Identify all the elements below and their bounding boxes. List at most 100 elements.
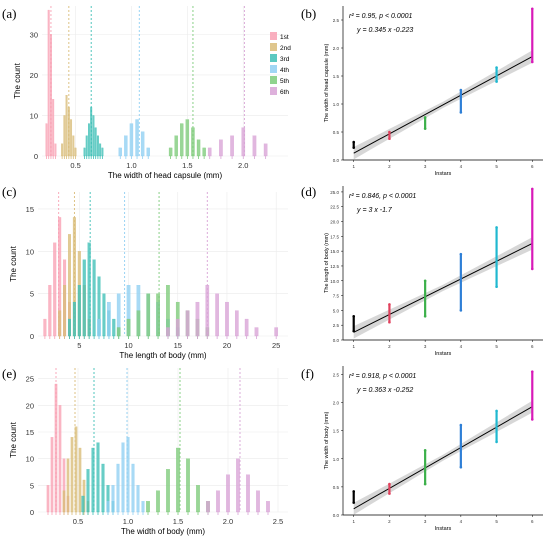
regression-line bbox=[353, 56, 533, 154]
histogram-bar bbox=[175, 318, 180, 337]
y-tick-label: 2.0 bbox=[333, 401, 340, 406]
x-tick-label: 3 bbox=[424, 344, 427, 349]
x-tick-label: 6 bbox=[531, 519, 534, 524]
y-tick-label: 15 bbox=[26, 428, 34, 437]
x-tick-label: 4 bbox=[460, 344, 463, 349]
histogram-bar bbox=[99, 143, 102, 157]
instar-point-min bbox=[423, 315, 427, 318]
histogram-bar bbox=[263, 143, 268, 157]
regression-line bbox=[353, 243, 533, 333]
y-tick-label: 5 bbox=[30, 481, 34, 490]
instar-point-min bbox=[495, 440, 498, 444]
histogram-bar bbox=[196, 139, 201, 157]
y-tick-label: 0.0 bbox=[333, 513, 340, 518]
instar-point-min bbox=[352, 501, 356, 504]
instar-point-min bbox=[530, 267, 534, 271]
histogram-bar bbox=[74, 147, 77, 157]
x-tick-label: 0.5 bbox=[70, 161, 80, 170]
y-axis-label: The width of head capsule (mm) bbox=[324, 44, 330, 123]
x-tick-label: 2.5 bbox=[273, 517, 283, 526]
instar-point-max bbox=[495, 66, 498, 69]
legend-label: 5th bbox=[280, 78, 289, 85]
histogram-bar bbox=[63, 285, 67, 337]
y-tick-label: 22.5 bbox=[330, 205, 339, 210]
histogram-bar bbox=[129, 123, 134, 157]
histogram-bar bbox=[136, 485, 140, 513]
histogram-bar bbox=[166, 327, 170, 337]
histogram-bar bbox=[146, 147, 150, 157]
x-tick-label: 2.0 bbox=[238, 161, 248, 170]
instar-point-min bbox=[388, 137, 391, 141]
histogram-head-capsule-width: 0 10 20 30 0.5 1.0 1.5 2.0 The width of head cap… bbox=[13, 6, 291, 180]
legend-label: 3rd bbox=[280, 56, 290, 63]
instar-point-min bbox=[352, 329, 356, 333]
y-tick-label: 5 bbox=[30, 290, 34, 299]
histogram-bar bbox=[96, 442, 100, 513]
histogram-bar bbox=[85, 135, 88, 157]
histogram-bar bbox=[230, 135, 234, 157]
instar-point-min bbox=[423, 482, 427, 486]
x-tick-label: 2.0 bbox=[223, 517, 233, 526]
plot-area bbox=[42, 6, 288, 156]
histogram-bar bbox=[219, 139, 223, 157]
instar-point-min bbox=[423, 127, 427, 130]
r-squared-annotation: r² = 0.918, p < 0.0001 bbox=[349, 373, 416, 380]
r-squared-annotation: r² = 0.846, p < 0.0001 bbox=[349, 193, 416, 200]
y-tick-label: 2.5 bbox=[333, 18, 340, 23]
histogram-bar bbox=[266, 501, 270, 513]
r-squared-annotation: r² = 0.95, p < 0.0001 bbox=[349, 13, 413, 20]
y-tick-label: 20 bbox=[26, 401, 34, 410]
histogram-bar bbox=[92, 115, 95, 157]
histogram-bar bbox=[202, 147, 206, 157]
y-tick-label: 10 bbox=[30, 111, 38, 120]
instar-point-min bbox=[459, 111, 463, 114]
histogram-bar bbox=[274, 327, 279, 337]
regression-equation: y = 0.363 x -0.252 bbox=[356, 387, 413, 394]
x-tick-label: 1 bbox=[352, 164, 355, 169]
histogram-bar bbox=[185, 310, 190, 337]
x-axis-label: Instars bbox=[435, 351, 452, 357]
panel-d: (d) 0.0 2.5 5.0 7.5 10.0 12.5 15.0 17.5 20.0 22.5… bbox=[297, 180, 550, 360]
instar-point-max bbox=[530, 7, 534, 11]
histogram-bar bbox=[58, 405, 62, 513]
histogram-bar bbox=[50, 437, 54, 513]
histogram-bar bbox=[174, 135, 178, 157]
histogram-bar bbox=[58, 310, 62, 337]
panel-c: (c) 0 5 10 15 5 10 15 20 25 The length of body (m… bbox=[0, 180, 292, 360]
panel-label-e: (e) bbox=[2, 366, 17, 381]
histogram-bar bbox=[46, 485, 50, 513]
x-tick-label: 3 bbox=[424, 519, 427, 524]
histogram-bar bbox=[52, 99, 55, 157]
instar-point-min bbox=[530, 418, 534, 421]
histogram-bar bbox=[146, 501, 150, 513]
histogram-bar bbox=[121, 442, 125, 513]
x-tick-label: 10 bbox=[124, 341, 132, 350]
legend-swatch bbox=[270, 43, 277, 51]
y-axis-label: The length of body (mm) bbox=[324, 233, 330, 293]
histogram-bar bbox=[66, 458, 70, 513]
instar-point-min bbox=[388, 492, 391, 495]
x-tick-label: 5 bbox=[495, 519, 498, 524]
instar-point-max bbox=[530, 370, 534, 373]
x-tick-label: 5 bbox=[77, 341, 81, 350]
histogram-bar bbox=[54, 143, 57, 157]
histogram-bar bbox=[186, 458, 190, 513]
panel-a: (a) 0 10 20 30 0.5 1.0 1.5 2.0 The width of head… bbox=[0, 0, 292, 180]
histogram-bar bbox=[246, 474, 250, 513]
instar-point-max bbox=[459, 423, 463, 427]
histogram-bar bbox=[156, 490, 160, 513]
instar-point-max bbox=[459, 252, 463, 256]
histogram-bar bbox=[106, 501, 110, 513]
y-tick-label: 0 bbox=[30, 332, 34, 341]
x-tick-label: 2 bbox=[388, 519, 391, 524]
x-axis-label: Instars bbox=[435, 171, 452, 177]
histogram-bar bbox=[124, 135, 128, 157]
instar-point-min bbox=[495, 80, 498, 83]
y-axis-label: The count bbox=[13, 62, 22, 98]
histogram-bar bbox=[216, 490, 220, 513]
histogram-bar bbox=[47, 9, 50, 157]
histogram-bar bbox=[235, 310, 239, 337]
panel-label-f: (f) bbox=[301, 366, 314, 381]
x-tick-label: 1 bbox=[352, 519, 355, 524]
y-tick-label: 0 bbox=[34, 152, 38, 161]
